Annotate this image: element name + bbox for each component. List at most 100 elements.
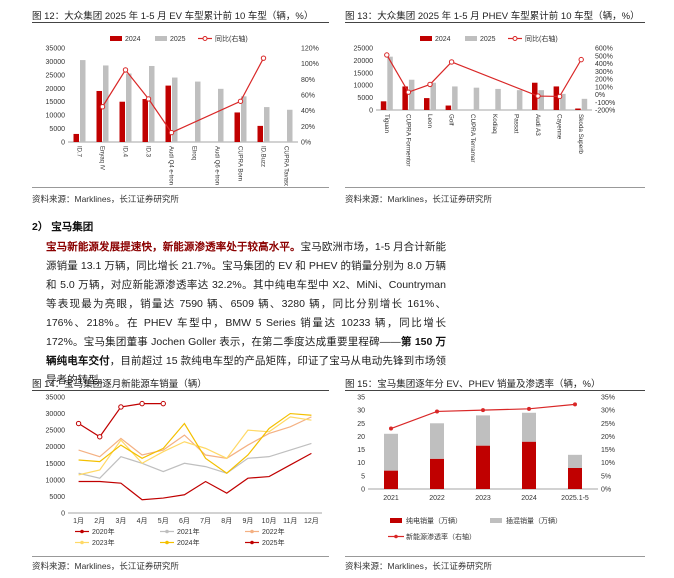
- fig14-x-tick-label: 12月: [304, 517, 319, 525]
- fig13-title: 图 13：大众集团 2025 年 1-5 月 PHEV 车型累计前 10 车型（…: [345, 11, 640, 22]
- fig13-legend-label: 2025: [480, 36, 496, 43]
- fig12-bar-2025: [264, 107, 270, 142]
- fig14-y-tick-label: 20000: [46, 444, 66, 451]
- fig14-series-line: [78, 442, 312, 479]
- fig14-chart: 0 5000 10000 15000 20000 25000 30000 35000 1月 2月 3…: [46, 395, 322, 547]
- fig13-y2-tick-label: 100%: [595, 84, 613, 91]
- fig12-y2-tick-label: 20%: [301, 124, 315, 131]
- fig13-bar-2025: [473, 87, 480, 110]
- fig12-x-tick-label: Enyaq iV: [99, 146, 105, 170]
- fig14-y-tick-label: 35000: [46, 395, 66, 402]
- fig13-x-tick-label: Kodiaq: [491, 114, 498, 134]
- fig12-bar-2024: [96, 90, 102, 142]
- fig12-y2-tick-label: 60%: [301, 93, 315, 100]
- fig13-chart: 0 5000 10000 15000 20000 25000 -200%-100%0%100…: [354, 34, 616, 167]
- fig12-chart: 0 5000 10000 15000 20000 25000 30000 35000 0% 20%…: [46, 34, 319, 186]
- fig13-bar-2024: [424, 98, 430, 110]
- fig12-y-tick-label: 5000: [49, 126, 65, 133]
- fig13-y2-tick-label: 600%: [595, 46, 613, 53]
- fig12-x-tick-label: ID.7: [76, 146, 82, 158]
- fig12-legend-label: 同比(右轴): [215, 34, 248, 43]
- fig15-bar-phev: [476, 415, 490, 446]
- fig15-legend-marker: [394, 534, 398, 539]
- fig14-source: 资料来源：Marklines，长江证券研究所: [32, 561, 179, 571]
- fig12-yoy-point: [237, 98, 244, 104]
- fig12-y-tick-label: 35000: [46, 46, 66, 53]
- fig12-yoy-point: [122, 67, 129, 73]
- fig13-y-tick-label: 5000: [357, 95, 373, 102]
- fig15-bar-phev: [568, 454, 582, 468]
- fig15-y2-tick-label: 10%: [601, 460, 615, 467]
- fig14-title-rule: [32, 390, 329, 391]
- fig15-bar-phev: [430, 423, 444, 459]
- fig15-bar-ev: [476, 445, 490, 489]
- fig13-x-tick-label: CUPRA Formentor: [404, 114, 411, 167]
- fig14-x-tick-label: 2月: [94, 517, 105, 525]
- fig13-bar-2024: [553, 86, 560, 110]
- fig13-yoy-point: [578, 56, 584, 63]
- fig13-bar-2025: [495, 88, 501, 110]
- fig13-yoy-point: [556, 93, 563, 100]
- fig14-y-tick-label: 10000: [46, 477, 66, 484]
- fig12-y-tick-label: 10000: [46, 113, 66, 120]
- fig15-bar-ev: [384, 470, 398, 489]
- fig15-title: 图 15：宝马集团逐年分 EV、PHEV 销量及渗透率（辆，%）: [345, 379, 601, 390]
- fig15-y2-tick-label: 0%: [601, 487, 611, 494]
- paragraph-lead: 宝马新能源发展提速快，新能源渗透率处于较高水平。: [46, 241, 301, 253]
- fig12-x-tick-label: ID.3: [145, 146, 151, 158]
- fig13-bar-2024: [445, 105, 452, 110]
- fig12-yoy-point: [260, 55, 267, 61]
- fig12-y-tick-label: 30000: [46, 59, 66, 66]
- fig15-penetration-point: [389, 426, 393, 431]
- fig14-x-tick-label: 5月: [158, 517, 169, 525]
- fig15-penetration-point: [573, 402, 577, 407]
- fig12-bar-2024: [73, 133, 79, 142]
- fig14-series-point: [97, 434, 103, 440]
- fig13-title-rule: [345, 22, 645, 23]
- fig12-title-rule: [32, 22, 329, 23]
- fig15-y-tick-label: 35: [357, 395, 365, 402]
- fig12-bar-2025: [172, 77, 178, 142]
- fig12-bottom-rule: [32, 187, 329, 188]
- fig12-x-tick-label: Audi Q6 e-tron: [214, 146, 220, 185]
- fig15-penetration-point: [527, 406, 531, 411]
- fig15-x-tick-label: 2021: [383, 495, 399, 502]
- fig12-bar-2025: [103, 65, 109, 142]
- fig14-series-line: [78, 412, 312, 474]
- fig13-y2-tick-label: 200%: [595, 77, 613, 84]
- fig13-y2-tick-label: 300%: [595, 69, 613, 76]
- fig12-y-tick-label: 20000: [46, 86, 66, 93]
- fig12-y2-tick-label: 0%: [301, 140, 311, 147]
- fig15-bar-phev: [522, 412, 536, 442]
- fig14-x-tick-label: 4月: [137, 517, 148, 525]
- fig12-x-tick-label: Elroq: [191, 146, 197, 160]
- fig15-bottom-rule: [345, 556, 645, 557]
- fig13-y-tick-label: 10000: [354, 83, 374, 90]
- fig13-bar-2024: [402, 86, 408, 110]
- fig12-bar-2024: [142, 99, 148, 142]
- fig14-legend-label: 2022年: [262, 527, 285, 536]
- fig15-x-tick-label: 2023: [475, 495, 491, 502]
- fig15-y-tick-label: 30: [357, 408, 365, 415]
- fig14-y-tick-label: 0: [61, 511, 65, 518]
- fig12-y-tick-label: 0: [61, 140, 65, 147]
- fig12-bar-2025: [287, 109, 293, 142]
- fig13-x-tick-label: CUPRA Terramar: [469, 114, 476, 163]
- fig14-x-tick-label: 3月: [115, 517, 126, 525]
- fig12-bar-2025: [195, 81, 201, 142]
- fig14-legend-marker: [165, 540, 169, 545]
- fig14-legend-label: 2021年: [177, 527, 200, 536]
- fig15-bar-ev: [522, 441, 536, 489]
- fig12-bar-2024: [234, 112, 240, 142]
- fig14-y-tick-label: 30000: [46, 411, 66, 418]
- fig13-y2-tick-label: 500%: [595, 53, 613, 60]
- fig12-x-tick-label: Audi Q4 e-tron: [168, 146, 174, 185]
- fig13-source: 资料来源：Marklines，长江证券研究所: [345, 194, 492, 204]
- fig14-y-tick-label: 5000: [49, 494, 65, 501]
- paragraph-body-1: 宝马欧洲市场，1-5 月合计新能源销量 13.1 万辆，同比增长 21.7%。宝…: [46, 241, 447, 348]
- fig13-bar-2025: [387, 56, 393, 110]
- fig15-y2-tick-label: 25%: [601, 421, 615, 428]
- fig12-source: 资料来源：Marklines，长江证券研究所: [32, 194, 179, 204]
- fig15-x-tick-label: 2024: [521, 495, 537, 502]
- fig15-chart: 0 5 10 15 20 25 30 35 0% 5% 10% 15% 20% 25% 30% 35% 2021…: [357, 395, 615, 542]
